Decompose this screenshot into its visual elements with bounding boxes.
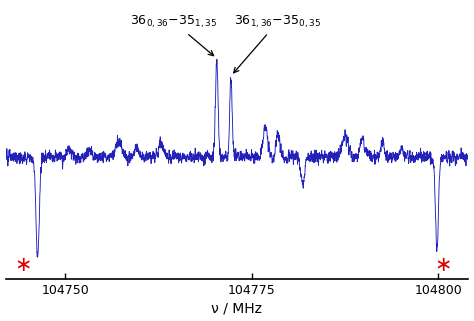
Text: $36_{0,36}\!-\!35_{1,35}$: $36_{0,36}\!-\!35_{1,35}$ (130, 13, 217, 56)
Text: $\ast$: $\ast$ (14, 255, 30, 275)
Text: $36_{1,36}\!-\!35_{0,35}$: $36_{1,36}\!-\!35_{0,35}$ (234, 13, 322, 73)
Text: $\ast$: $\ast$ (434, 255, 451, 275)
X-axis label: ν / MHz: ν / MHz (211, 301, 263, 316)
